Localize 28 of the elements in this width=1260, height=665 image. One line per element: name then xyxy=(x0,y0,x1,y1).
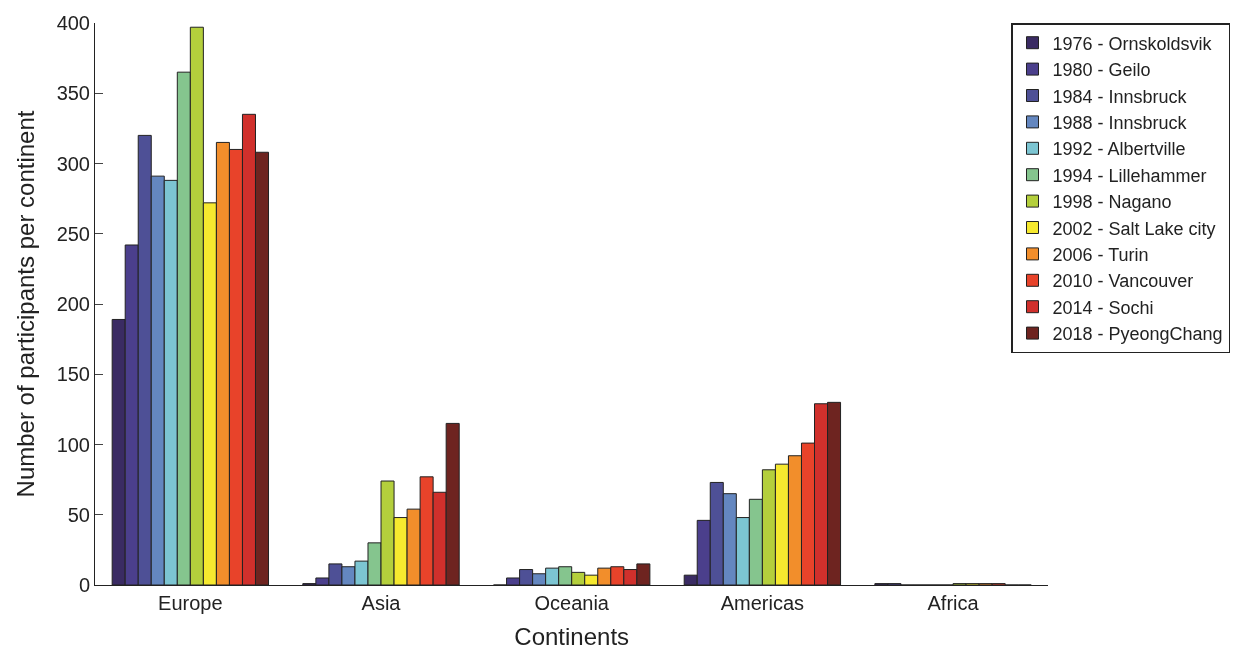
x-tick-label: Asia xyxy=(361,592,402,614)
y-tick-label: 250 xyxy=(56,222,90,245)
y-tick-label: 100 xyxy=(56,433,90,456)
x-axis-title: Continents xyxy=(514,623,630,651)
y-tick-label: 0 xyxy=(78,574,90,596)
legend-label: 1992 - Albertville xyxy=(1052,139,1186,160)
y-tick-label: 50 xyxy=(67,503,90,526)
y-tick-label: 350 xyxy=(56,82,90,105)
x-tick-label: Americas xyxy=(720,592,805,614)
legend-label: 1984 - Innsbruck xyxy=(1052,86,1188,107)
y-tick-label: 300 xyxy=(56,152,90,175)
y-tick-label: 200 xyxy=(56,293,90,315)
legend-label: 1976 - Ornskoldsvik xyxy=(1052,33,1213,54)
x-tick-label: Oceania xyxy=(534,592,610,614)
legend-label: 1980 - Geilo xyxy=(1052,60,1151,81)
y-axis-title: Number of participants per continent xyxy=(11,110,39,498)
legend-label: 2002 - Salt Lake city xyxy=(1052,218,1216,239)
y-tick-label: 400 xyxy=(56,12,90,34)
legend-label: 1988 - Innsbruck xyxy=(1052,112,1188,133)
x-tick-label: Africa xyxy=(927,592,980,614)
legend-label: 2010 - Vancouver xyxy=(1052,271,1194,292)
legend-label: 1994 - Lillehammer xyxy=(1052,165,1207,186)
legend-label: 1998 - Nagano xyxy=(1052,192,1172,213)
legend-label: 2006 - Turin xyxy=(1052,244,1149,265)
legend-label: 2014 - Sochi xyxy=(1052,297,1154,318)
x-tick-label: Europe xyxy=(158,592,223,614)
legend-label: 2018 - PyeongChang xyxy=(1052,324,1223,345)
y-tick-label: 150 xyxy=(56,363,90,386)
